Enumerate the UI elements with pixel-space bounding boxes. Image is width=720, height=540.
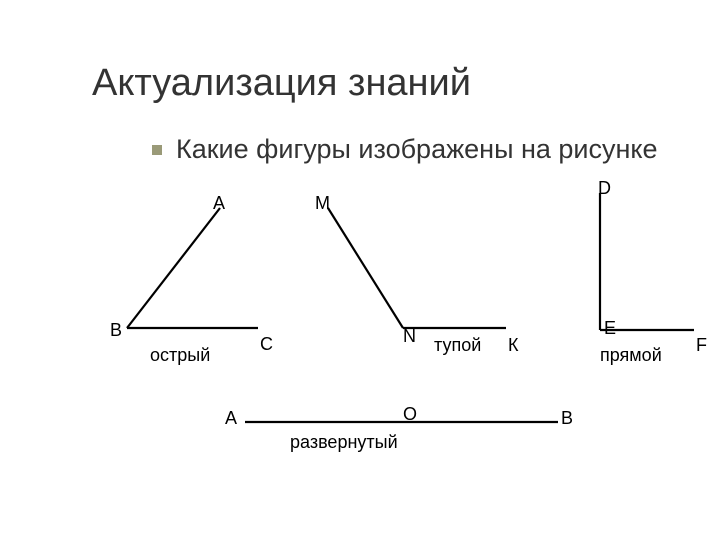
point-label-M: М — [315, 193, 330, 214]
point-label-B: В — [110, 320, 122, 341]
angle-name-acute: острый — [150, 345, 210, 366]
point-label-A1: А — [213, 193, 225, 214]
point-label-O: О — [403, 404, 417, 425]
point-label-B2: В — [561, 408, 573, 429]
point-label-N: N — [403, 326, 416, 347]
slide: Актуализация знаний Какие фигуры изображ… — [0, 0, 720, 540]
angle-name-straight: развернутый — [290, 432, 398, 453]
point-label-F: F — [696, 335, 707, 356]
point-label-E: Е — [604, 318, 616, 339]
angle-name-obtuse: тупой — [434, 335, 481, 356]
point-label-D: D — [598, 178, 611, 199]
angle-name-right: прямой — [600, 345, 662, 366]
angle-straight — [0, 0, 720, 540]
point-label-A2: А — [225, 408, 237, 429]
point-label-C: С — [260, 334, 273, 355]
point-label-K: К — [508, 335, 519, 356]
